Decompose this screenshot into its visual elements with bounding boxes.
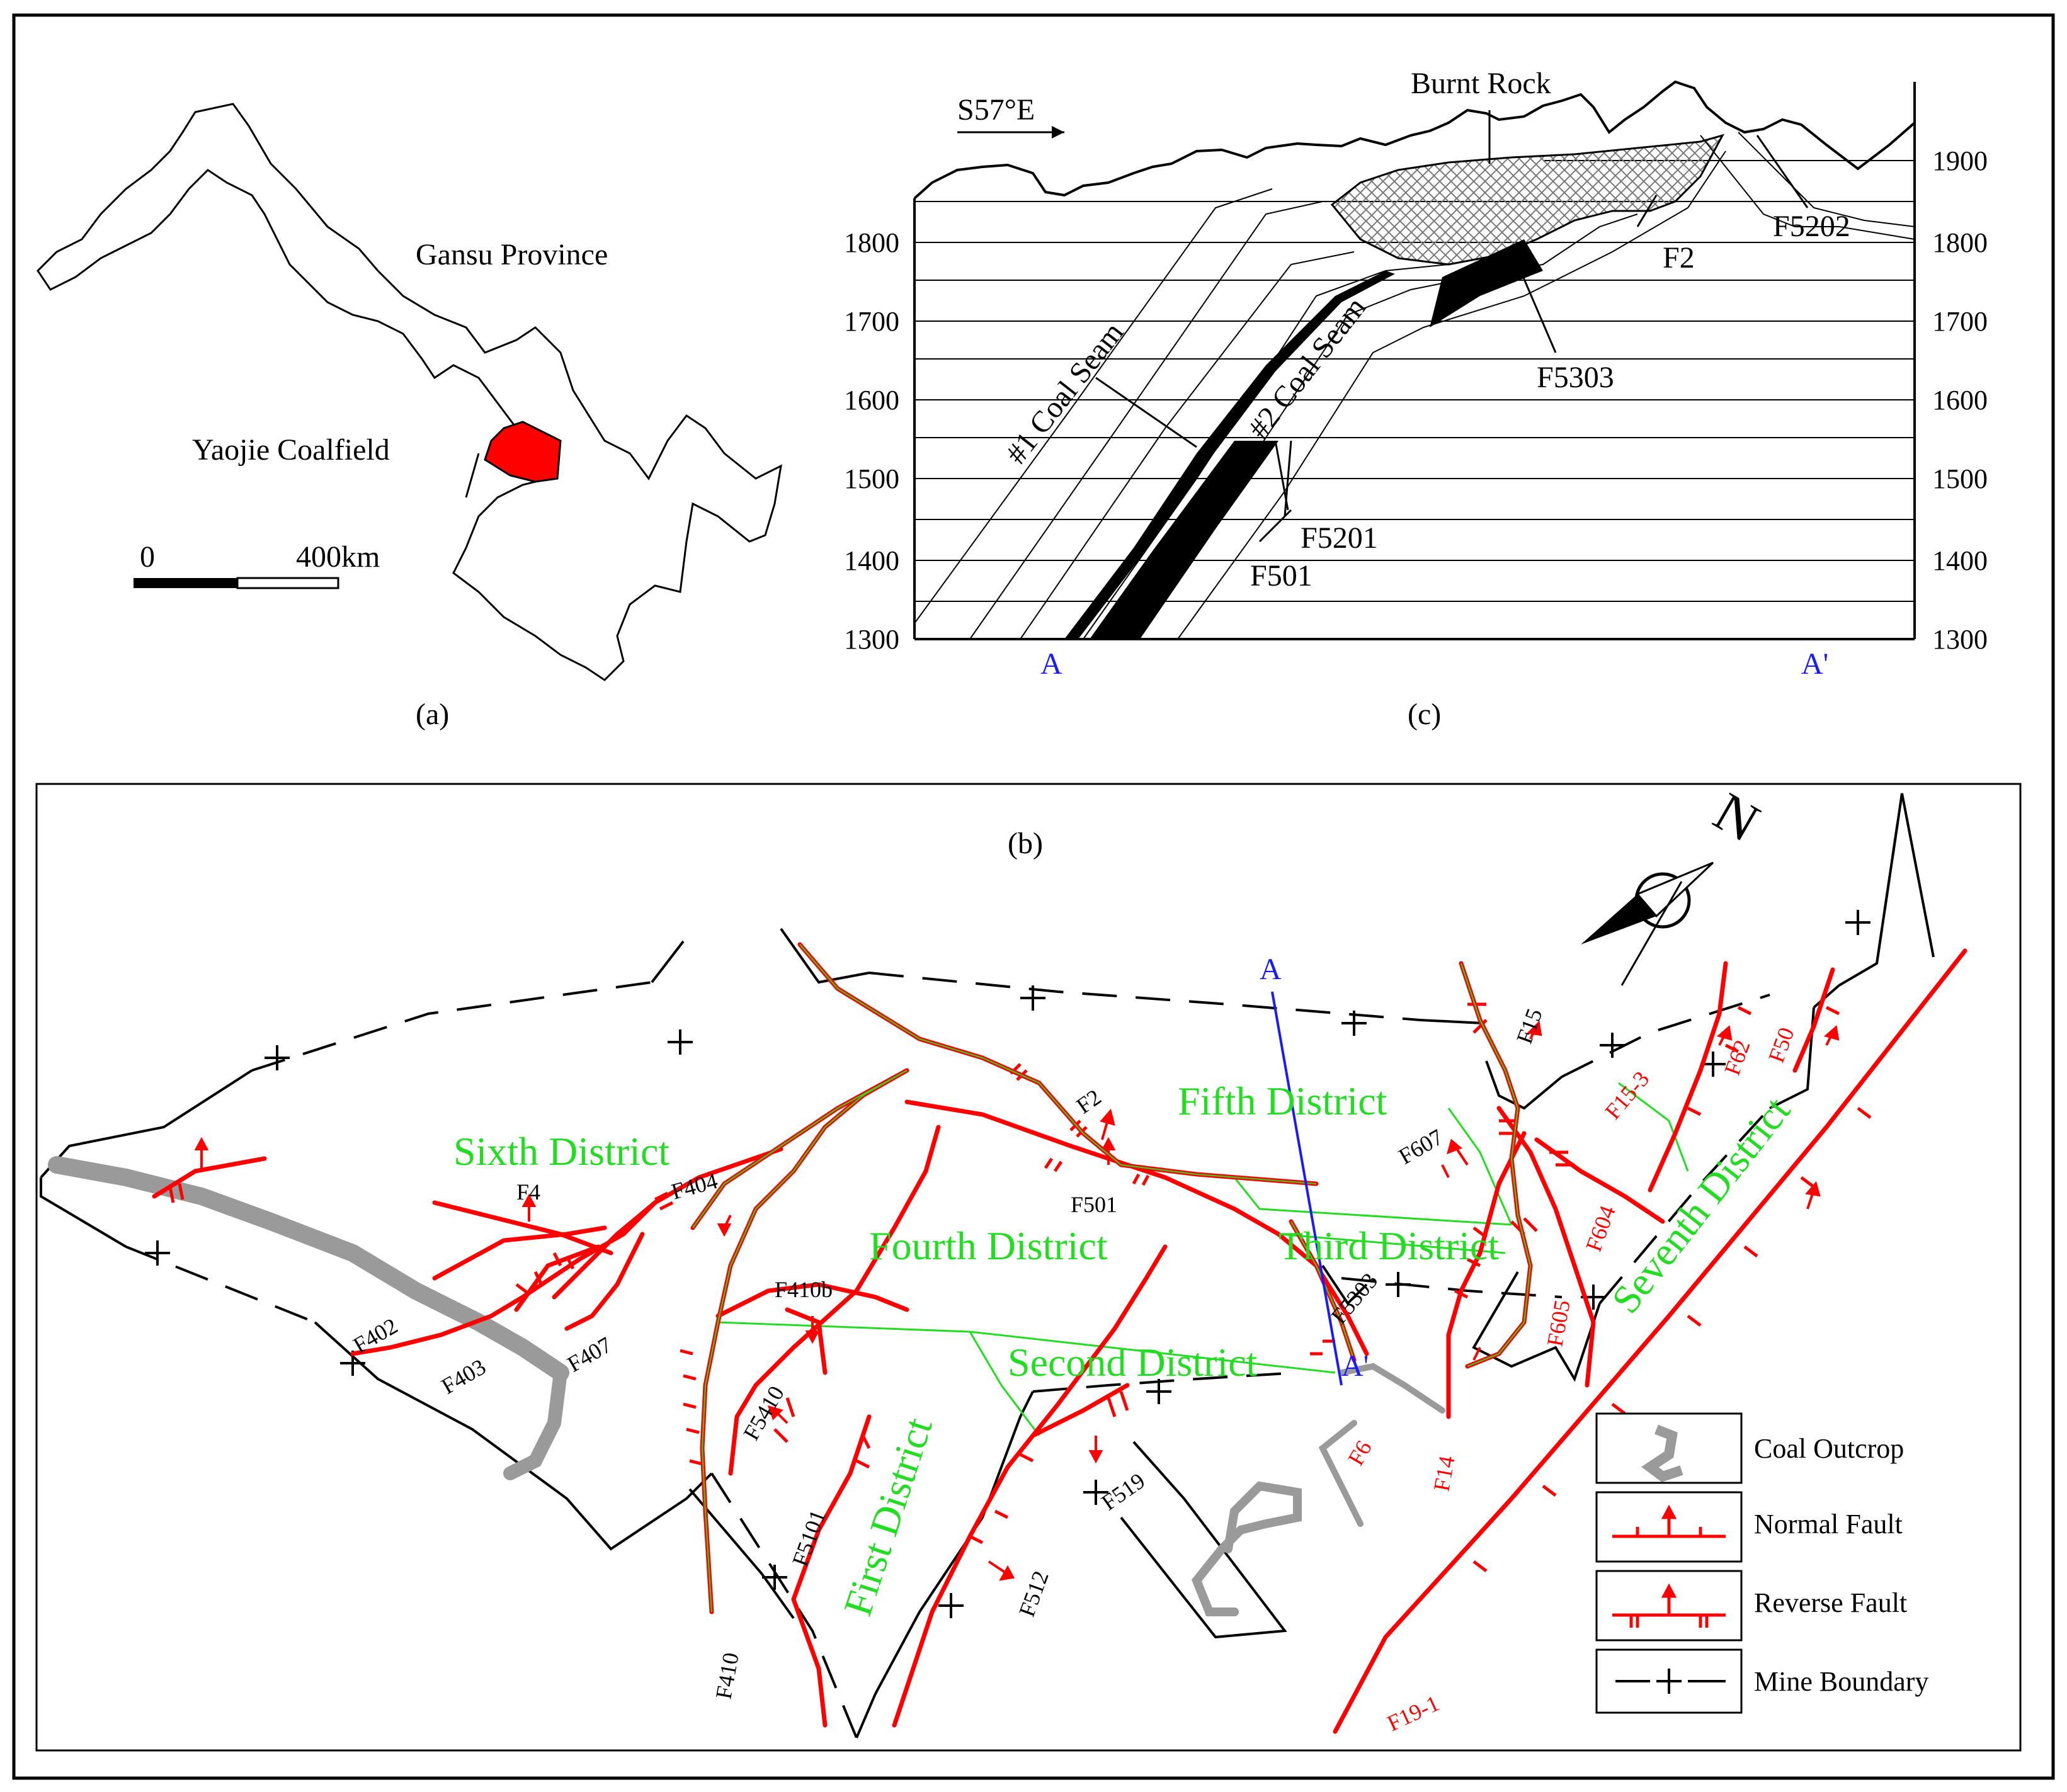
panel-b-mine-map: (b) (35, 781, 2022, 1752)
fault-f50-label: F50 (1763, 1024, 1799, 1065)
fault-f14-label: F14 (1428, 1454, 1459, 1493)
fault-f501-map-label: F501 (1071, 1192, 1117, 1217)
mine-boundary-dashed (125, 793, 1903, 1738)
fault-f15-label: F15 (1512, 1005, 1547, 1046)
coal-seam-2-label: #2 Coal Seam (1242, 291, 1373, 445)
section-start-label: A (1040, 647, 1062, 681)
gansu-outline (37, 103, 782, 681)
surface-topography (913, 80, 1916, 200)
scale-bar-white (236, 577, 339, 589)
fault-f5303-label: F5303 (1537, 361, 1614, 394)
svg-text:1700: 1700 (844, 306, 899, 337)
fault-tick-marks (168, 1002, 1872, 1572)
fault-f5201-label: F5201 (1301, 521, 1378, 555)
burnt-rock-zone (1330, 133, 1725, 266)
district-fourth: Fourth District (869, 1223, 1108, 1268)
outer-frame (12, 13, 2055, 1780)
coal-seam-2-lower (1090, 441, 1278, 639)
svg-text:1900: 1900 (1932, 145, 1988, 176)
section-line-a-a (1271, 991, 1343, 1386)
direction-label: S57°E (957, 93, 1035, 127)
fault-f6-label: F6 (1343, 1436, 1377, 1470)
yaojie-coalfield-area (484, 421, 562, 483)
svg-text:1600: 1600 (844, 385, 899, 416)
fault-f605-label: F605 (1542, 1298, 1574, 1349)
panel-c-caption: (c) (1408, 698, 1441, 731)
fault-f512-label: F512 (1014, 1567, 1054, 1619)
panel-c-cross-section: S57°E Burnt Rock #1 Coal Seam #2 Coal Se… (844, 67, 1988, 731)
green-fault-overlay (692, 944, 1532, 1613)
scale-end-label: 400km (296, 540, 380, 574)
elevation-grid (914, 160, 1915, 602)
fault-f4-label: F4 (516, 1179, 540, 1205)
fault-f607-label: F607 (1394, 1124, 1447, 1169)
coal-seam-1-label: #1 Coal Seam (999, 316, 1130, 470)
fault-f410-label: F410 (710, 1651, 743, 1701)
svg-text:1800: 1800 (1932, 227, 1988, 258)
svg-text:1500: 1500 (1932, 463, 1988, 494)
legend-mine-boundary-label: Mine Boundary (1754, 1666, 1928, 1697)
coal-seam-1-band (1064, 271, 1395, 639)
north-label: N (1704, 781, 1769, 854)
legend-normal-fault-label: Normal Fault (1754, 1509, 1903, 1540)
map-section-end: A' (1341, 1349, 1369, 1383)
fault-f5101-label: F5101 (787, 1507, 831, 1570)
district-first: First District (835, 1412, 941, 1621)
district-sixth: Sixth District (453, 1129, 669, 1174)
right-axis-ticks: 1900 1800 1700 1600 1500 1400 1300 (1932, 145, 1988, 655)
legend: Coal Outcrop Normal Fault Reverse Fa (1595, 1412, 1928, 1714)
fault-f15-3-label: F15-3 (1600, 1067, 1654, 1125)
scale-start-label: 0 (140, 540, 155, 574)
reverse-fault-icon (1612, 1583, 1726, 1628)
coal-seam-2-upper (1430, 239, 1543, 327)
svg-text:1300: 1300 (844, 624, 899, 655)
fault-f62-label: F62 (1719, 1036, 1755, 1078)
svg-text:1300: 1300 (1932, 624, 1988, 655)
svg-text:1400: 1400 (844, 545, 899, 576)
panel-b-caption: (b) (1008, 827, 1043, 860)
map-section-start: A (1260, 953, 1282, 986)
district-fifth: Fifth District (1178, 1079, 1387, 1123)
svg-text:1800: 1800 (844, 227, 899, 258)
svg-text:1500: 1500 (844, 463, 899, 494)
fault-f19-1-label: F19-1 (1383, 1691, 1443, 1737)
fault-f410b-label: F410b (775, 1277, 833, 1302)
legend-coal-outcrop-label: Coal Outcrop (1754, 1433, 1904, 1464)
fault-f604-label: F604 (1581, 1202, 1620, 1254)
district-boundaries (717, 1082, 1689, 1436)
district-second: Second District (1008, 1340, 1258, 1385)
gansu-province-label: Gansu Province (416, 238, 608, 271)
normal-fault-icon (1612, 1504, 1726, 1538)
section-end-label: A' (1801, 647, 1828, 681)
fault-f519-label: F519 (1097, 1468, 1150, 1515)
svg-text:1400: 1400 (1932, 545, 1988, 576)
scale-bar-black (134, 578, 237, 588)
coal-outcrop-icon (1641, 1424, 1683, 1482)
panel-a-province-map: Gansu Province Yaojie Coalfield 0 400km … (37, 103, 782, 731)
boundary-crosses (145, 910, 1871, 1618)
fault-f2-label: F2 (1663, 241, 1695, 275)
burnt-rock-label: Burnt Rock (1411, 67, 1551, 100)
coal-outcrop-lines (48, 1156, 1445, 1616)
legend-reverse-fault-label: Reverse Fault (1754, 1587, 1907, 1618)
fault-f2-map-label: F2 (1072, 1084, 1106, 1119)
fault-f5202-label: F5202 (1773, 210, 1850, 243)
district-seventh: Seventh District (1603, 1088, 1799, 1321)
fault-f407-label: F407 (563, 1332, 616, 1377)
district-third: Third District (1278, 1223, 1499, 1268)
panel-b-frame (35, 783, 2022, 1752)
svg-text:1700: 1700 (1932, 306, 1988, 337)
svg-text:1600: 1600 (1932, 385, 1988, 416)
mine-boundary-icon (1615, 1669, 1726, 1694)
fault-f501-label: F501 (1250, 559, 1313, 593)
fault-f403-label: F403 (437, 1354, 490, 1399)
panel-a-caption: (a) (416, 698, 449, 731)
left-axis-ticks: 1800 1700 1600 1500 1400 1300 (844, 227, 899, 655)
north-arrow-icon: N (1581, 781, 1769, 986)
yaojie-coalfield-label: Yaojie Coalfield (192, 433, 390, 467)
fault-arrows (194, 1020, 1840, 1581)
